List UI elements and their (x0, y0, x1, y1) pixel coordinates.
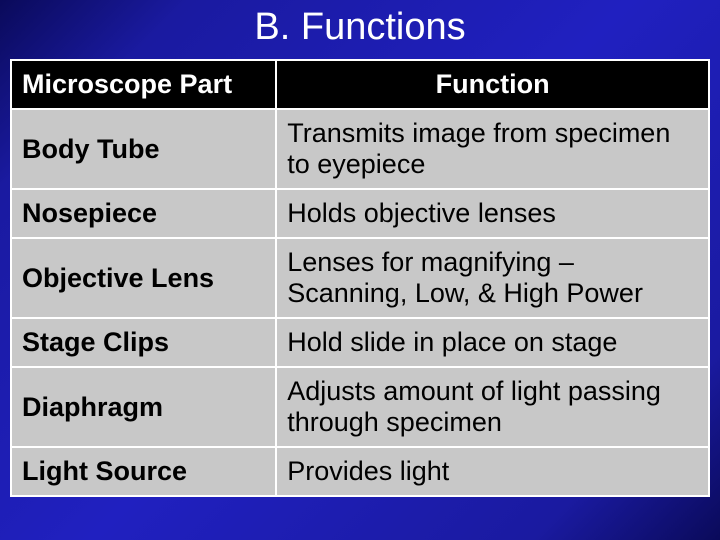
cell-part: Stage Clips (11, 318, 276, 367)
cell-function: Hold slide in place on stage (276, 318, 709, 367)
functions-table-wrap: Microscope Part Function Body Tube Trans… (10, 59, 710, 497)
cell-part: Objective Lens (11, 238, 276, 318)
cell-function: Transmits image from specimen to eyepiec… (276, 109, 709, 189)
table-row: Body Tube Transmits image from specimen … (11, 109, 709, 189)
slide: B. Functions Microscope Part Function Bo… (0, 0, 720, 540)
cell-function: Adjusts amount of light passing through … (276, 367, 709, 447)
cell-function: Provides light (276, 447, 709, 496)
cell-function: Lenses for magnifying – Scanning, Low, &… (276, 238, 709, 318)
table-row: Nosepiece Holds objective lenses (11, 189, 709, 238)
table-header-row: Microscope Part Function (11, 60, 709, 109)
table-row: Diaphragm Adjusts amount of light passin… (11, 367, 709, 447)
cell-part: Light Source (11, 447, 276, 496)
cell-part: Nosepiece (11, 189, 276, 238)
cell-function: Holds objective lenses (276, 189, 709, 238)
slide-title: B. Functions (0, 0, 720, 59)
table-row: Objective Lens Lenses for magnifying – S… (11, 238, 709, 318)
functions-table: Microscope Part Function Body Tube Trans… (10, 59, 710, 497)
header-function: Function (276, 60, 709, 109)
table-row: Stage Clips Hold slide in place on stage (11, 318, 709, 367)
table-row: Light Source Provides light (11, 447, 709, 496)
header-part: Microscope Part (11, 60, 276, 109)
cell-part: Diaphragm (11, 367, 276, 447)
cell-part: Body Tube (11, 109, 276, 189)
